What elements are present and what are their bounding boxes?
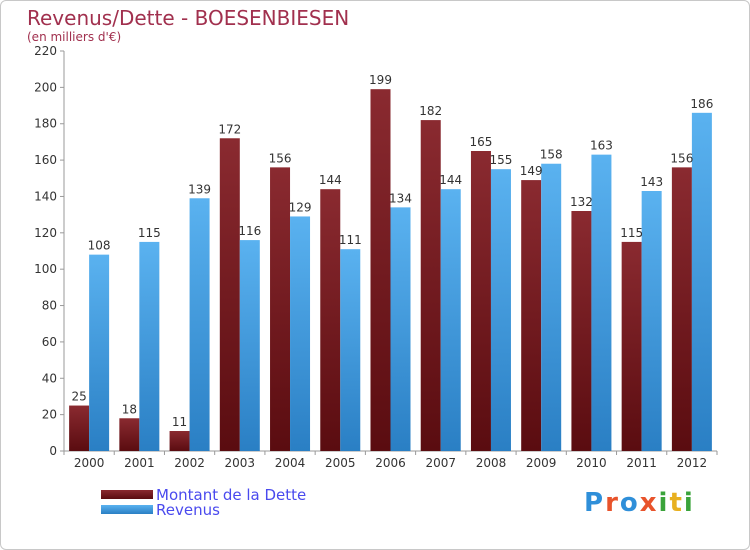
bars [69,89,712,452]
logo-letter: i [658,488,670,518]
bar-debt [621,241,642,451]
data-label-debt: 11 [172,415,187,429]
data-label-debt: 149 [520,164,543,178]
bar-revenus [390,207,411,451]
y-tick-label: 0 [49,444,57,458]
chart-subtitle: (en milliers d'€) [27,30,122,44]
bar-revenus [139,241,160,451]
bar-debt [320,189,341,451]
logo-letter: x [639,488,659,518]
data-label-revenus: 158 [540,148,563,162]
data-label-revenus: 115 [138,226,161,240]
x-tick-label: 2008 [476,456,507,470]
y-tick-label: 60 [42,335,57,349]
bar-revenus [591,154,612,452]
data-label-revenus: 186 [690,97,713,111]
data-label-revenus: 134 [389,191,412,205]
bar-debt [169,431,190,451]
y-tick-label: 20 [42,408,57,422]
x-tick-label: 2003 [225,456,256,470]
data-label-revenus: 155 [490,153,513,167]
y-tick-label: 120 [34,226,57,240]
data-label-debt: 115 [620,226,643,240]
x-tick-label: 2012 [677,456,708,470]
x-tick-label: 2005 [325,456,356,470]
logo-letter: P [584,488,606,518]
data-label-revenus: 139 [188,182,211,196]
y-tick-label: 180 [34,117,57,131]
legend-item-debt: Montant de la Dette [101,485,307,504]
data-label-debt: 182 [419,104,442,118]
legend-label-debt: Montant de la Dette [156,485,307,504]
legend-swatch-debt [101,490,153,499]
x-tick-label: 2004 [275,456,306,470]
data-label-debt: 165 [470,135,493,149]
legend: Montant de la Dette Revenus [101,485,307,519]
legend-label-revenus: Revenus [156,500,220,519]
x-tick-label: 2002 [174,456,205,470]
bar-revenus [340,249,361,451]
bar-revenus [189,198,210,451]
axes: 0 20 40 60 80 100 120 140 160 180 200 220 2000 2001 20… [34,44,718,470]
bar-debt [69,405,90,451]
bar-debt [671,167,692,451]
x-tick-label: 2009 [526,456,557,470]
logo-letter: o [619,488,640,518]
y-tick-label: 200 [34,80,57,94]
y-tick-label: 40 [42,371,57,385]
data-label-debt: 18 [122,402,137,416]
bar-revenus [490,169,511,451]
legend-swatch-revenus [101,505,153,514]
bar-debt [470,151,491,451]
bar-revenus [89,254,110,451]
bar-revenus [641,191,662,451]
y-tick-label: 220 [34,44,57,58]
x-tick-label: 2001 [124,456,155,470]
bar-revenus [541,163,562,451]
y-tick-label: 100 [34,262,57,276]
data-label-revenus: 116 [238,224,261,238]
proxiti-logo: Proxiti [584,488,695,518]
data-label-debt: 156 [269,151,292,165]
data-label-revenus: 111 [339,233,362,247]
y-tick-label: 140 [34,189,57,203]
data-label-revenus: 144 [439,173,462,187]
data-label-revenus: 163 [590,139,613,153]
bar-debt [420,120,441,451]
logo-letter: t [669,488,684,518]
bar-revenus [691,112,712,452]
value-labels: 25 108 18 115 11 139 172 116 156 129 144 111 199 134 1… [71,73,713,429]
y-tick-label: 80 [42,299,57,313]
bar-debt [571,211,592,451]
bar-revenus [440,189,461,451]
bar-revenus [290,216,311,451]
data-label-debt: 199 [369,73,392,87]
bar-debt [219,138,240,452]
chart-title: Revenus/Dette - BOESENBIESEN [27,6,350,30]
y-tick-label: 160 [34,153,57,167]
x-tick-label: 2006 [375,456,406,470]
bar-debt [370,89,391,451]
bar-revenus [239,240,260,451]
x-tick-label: 2000 [74,456,105,470]
data-label-revenus: 129 [289,200,312,214]
data-label-debt: 156 [670,151,693,165]
data-label-debt: 172 [218,122,241,136]
bar-debt [521,180,542,451]
data-label-debt: 144 [319,173,342,187]
data-label-revenus: 108 [88,239,111,253]
data-label-debt: 25 [71,390,86,404]
data-label-debt: 132 [570,195,593,209]
logo-letter: i [683,488,695,518]
data-label-revenus: 143 [640,175,663,189]
x-tick-label: 2011 [626,456,657,470]
bar-debt [270,167,291,451]
x-tick-label: 2010 [576,456,607,470]
logo-letter: r [605,488,620,518]
legend-item-revenus: Revenus [101,500,306,519]
bar-debt [119,418,140,451]
x-tick-label: 2007 [425,456,456,470]
